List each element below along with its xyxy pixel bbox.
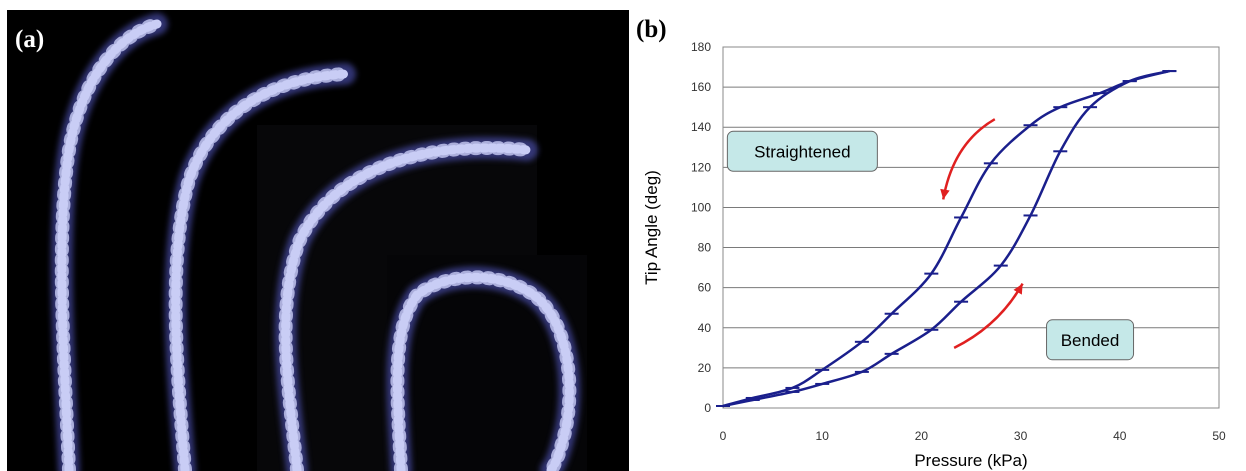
- panel-b-label: (b): [636, 16, 667, 43]
- direction-arrow: [953, 283, 1024, 349]
- y-tick-label: 20: [698, 361, 712, 375]
- actuator-chambers: [278, 140, 534, 471]
- annotation-group: Straightened Bended: [726, 130, 1135, 361]
- tip-angle-chart: 0 20 40 60 80 100 120 140 160 180 0 10 20 30 40 50 Str…: [642, 40, 1226, 470]
- annotation-box: [726, 130, 878, 172]
- y-tick-labels: 0 20 40 60 80 100 120 140 160 180: [691, 40, 711, 415]
- y-axis-label: Tip Angle (deg): [642, 170, 661, 285]
- y-tick-label: 0: [704, 401, 711, 415]
- y-tick-label: 120: [691, 160, 711, 174]
- x-tick-labels: 0 10 20 30 40 50: [720, 429, 1226, 443]
- actuator-photo: [50, 13, 587, 471]
- annotation-box: [1046, 319, 1135, 361]
- plot-area: [722, 46, 1220, 409]
- direction-arrow: [941, 118, 996, 200]
- direction-arrowhead: [1013, 283, 1023, 295]
- annotation-label: Bended: [1061, 331, 1120, 350]
- series-line: [722, 69, 1170, 408]
- actuator-chambers: [168, 67, 352, 471]
- y-tick-label: 80: [698, 241, 712, 255]
- series-group: [716, 69, 1177, 408]
- direction-arrows: [940, 118, 1024, 349]
- x-tick-label: 30: [1014, 429, 1028, 443]
- x-tick-label: 40: [1113, 429, 1127, 443]
- actuator-chambers: [54, 17, 164, 471]
- annotation-label: Straightened: [754, 142, 850, 161]
- x-tick-label: 10: [816, 429, 830, 443]
- x-axis-label: Pressure (kPa): [914, 451, 1027, 470]
- y-tick-label: 160: [691, 80, 711, 94]
- actuator-chambers: [390, 270, 577, 471]
- panel-a-label: (a): [15, 26, 45, 53]
- y-tick-label: 180: [691, 40, 711, 54]
- y-tick-label: 100: [691, 200, 711, 214]
- actuator-photo-panel: [7, 10, 629, 471]
- y-tick-label: 40: [698, 321, 712, 335]
- x-tick-label: 20: [915, 429, 929, 443]
- y-tick-label: 60: [698, 281, 712, 295]
- direction-arrowhead: [940, 188, 950, 200]
- y-tick-label: 140: [691, 120, 711, 134]
- x-tick-label: 0: [720, 429, 727, 443]
- gridlines: [723, 46, 1219, 369]
- actuator-shapes: [50, 13, 581, 471]
- actuator-glow: [50, 13, 168, 471]
- x-tick-label: 50: [1212, 429, 1226, 443]
